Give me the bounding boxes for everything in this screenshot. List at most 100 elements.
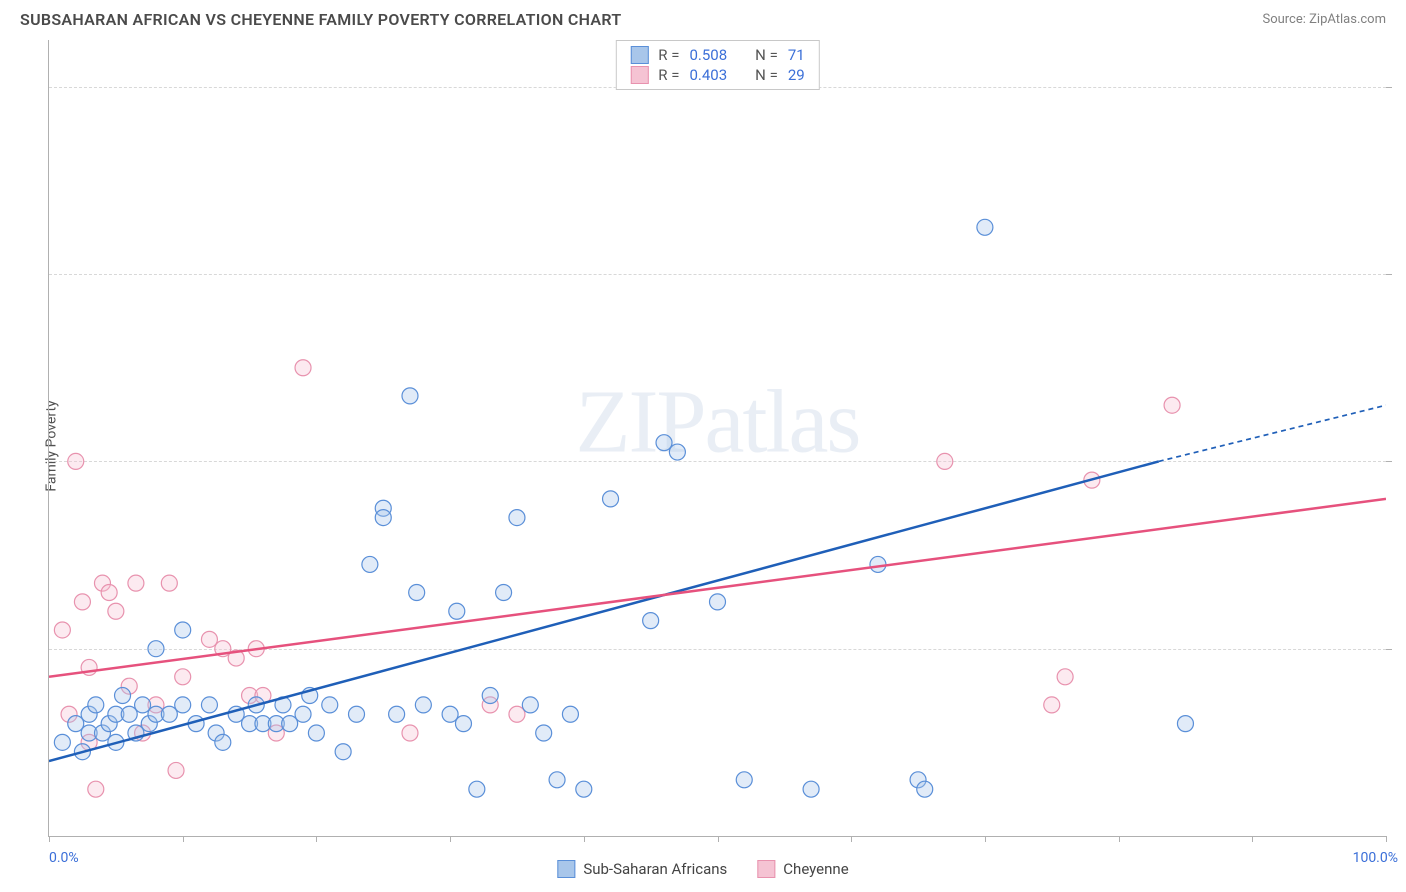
- scatter-point: [282, 716, 298, 732]
- stats-legend: R = 0.508 N = 71 R = 0.403 N = 29: [615, 40, 819, 90]
- scatter-point: [1164, 397, 1180, 413]
- scatter-point: [168, 762, 184, 778]
- source-attribution: Source: ZipAtlas.com: [1262, 12, 1386, 27]
- stats-row-series-1: R = 0.508 N = 71: [630, 45, 804, 65]
- x-tick: [316, 836, 317, 842]
- scatter-point: [509, 706, 525, 722]
- x-tick: [851, 836, 852, 842]
- x-tick: [985, 836, 986, 842]
- scatter-point: [135, 697, 151, 713]
- n-value-1: 71: [788, 46, 805, 64]
- scatter-point: [469, 781, 485, 797]
- plot-area: 20.0%40.0%60.0%80.0%: [49, 40, 1386, 836]
- scatter-point: [656, 435, 672, 451]
- r-value-2: 0.403: [689, 66, 727, 84]
- scatter-point: [54, 734, 70, 750]
- trend-line-extension: [1159, 405, 1386, 461]
- scatter-point: [115, 688, 131, 704]
- scatter-point: [175, 622, 191, 638]
- n-value-2: 29: [788, 66, 805, 84]
- scatter-point: [201, 631, 217, 647]
- scatter-point: [68, 453, 84, 469]
- x-tick: [1386, 836, 1387, 842]
- scatter-point: [54, 622, 70, 638]
- legend-item-1: Sub-Saharan Africans: [557, 860, 727, 878]
- scatter-point: [175, 669, 191, 685]
- scatter-point: [101, 585, 117, 601]
- scatter-point: [88, 781, 104, 797]
- scatter-point: [977, 219, 993, 235]
- scatter-point: [669, 444, 685, 460]
- scatter-point: [148, 641, 164, 657]
- scatter-point: [576, 781, 592, 797]
- x-tick: [450, 836, 451, 842]
- scatter-point: [455, 716, 471, 732]
- scatter-point: [522, 697, 538, 713]
- stats-row-series-2: R = 0.403 N = 29: [630, 65, 804, 85]
- scatter-point: [68, 716, 84, 732]
- scatter-svg: [49, 40, 1386, 836]
- scatter-point: [175, 697, 191, 713]
- swatch-icon: [557, 860, 575, 878]
- scatter-point: [442, 706, 458, 722]
- legend-label: Cheyenne: [783, 860, 848, 878]
- legend-item-2: Cheyenne: [757, 860, 848, 878]
- scatter-point: [509, 510, 525, 526]
- x-tick: [1119, 836, 1120, 842]
- scatter-point: [389, 706, 405, 722]
- scatter-point: [643, 613, 659, 629]
- n-label: N =: [755, 66, 778, 84]
- scatter-point: [322, 697, 338, 713]
- scatter-point: [161, 575, 177, 591]
- swatch-icon: [757, 860, 775, 878]
- scatter-point: [128, 575, 144, 591]
- scatter-point: [549, 772, 565, 788]
- scatter-point: [88, 697, 104, 713]
- scatter-point: [215, 734, 231, 750]
- scatter-point: [482, 688, 498, 704]
- scatter-point: [349, 706, 365, 722]
- x-min-label: 0.0%: [49, 850, 79, 866]
- scatter-point: [562, 706, 578, 722]
- r-label: R =: [658, 66, 679, 84]
- scatter-point: [121, 706, 137, 722]
- scatter-point: [536, 725, 552, 741]
- scatter-point: [710, 594, 726, 610]
- trend-line: [49, 499, 1386, 677]
- scatter-point: [1044, 697, 1060, 713]
- scatter-point: [402, 725, 418, 741]
- scatter-point: [870, 556, 886, 572]
- scatter-point: [295, 360, 311, 376]
- scatter-point: [917, 781, 933, 797]
- scatter-point: [375, 510, 391, 526]
- swatch-series-1: [630, 46, 648, 64]
- scatter-point: [409, 585, 425, 601]
- scatter-point: [201, 697, 217, 713]
- scatter-point: [295, 706, 311, 722]
- x-tick: [1252, 836, 1253, 842]
- n-label: N =: [755, 46, 778, 64]
- scatter-point: [496, 585, 512, 601]
- scatter-point: [449, 603, 465, 619]
- r-label: R =: [658, 46, 679, 64]
- chart-container: ZIPatlas R = 0.508 N = 71 R = 0.403 N = …: [48, 40, 1386, 837]
- r-value-1: 0.508: [689, 46, 727, 64]
- swatch-series-2: [630, 66, 648, 84]
- x-max-label: 100.0%: [1353, 850, 1398, 866]
- scatter-point: [74, 594, 90, 610]
- legend-label: Sub-Saharan Africans: [583, 860, 727, 878]
- x-tick: [183, 836, 184, 842]
- x-tick: [584, 836, 585, 842]
- scatter-point: [308, 725, 324, 741]
- x-tick: [49, 836, 50, 842]
- chart-title: SUBSAHARAN AFRICAN VS CHEYENNE FAMILY PO…: [20, 10, 621, 29]
- scatter-point: [402, 388, 418, 404]
- scatter-point: [161, 706, 177, 722]
- scatter-point: [335, 744, 351, 760]
- scatter-point: [736, 772, 752, 788]
- scatter-point: [362, 556, 378, 572]
- scatter-point: [603, 491, 619, 507]
- scatter-point: [937, 453, 953, 469]
- scatter-point: [108, 603, 124, 619]
- trend-line: [49, 461, 1159, 761]
